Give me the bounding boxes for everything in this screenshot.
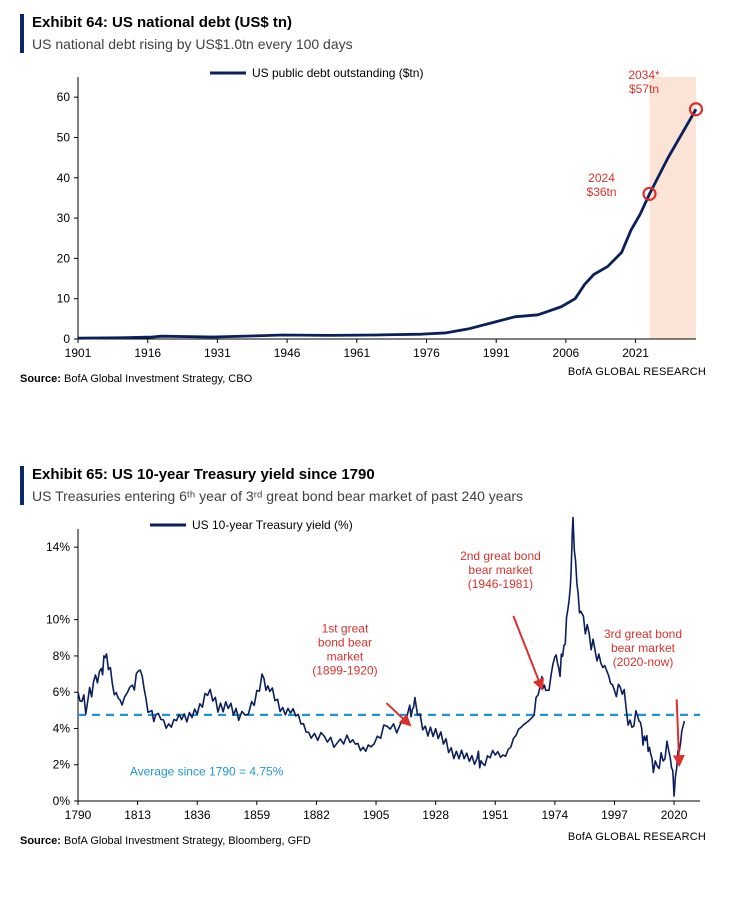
svg-text:1974: 1974 (542, 808, 569, 822)
svg-text:US public debt outstanding ($t: US public debt outstanding ($tn) (252, 66, 423, 80)
svg-text:US 10-year Treasury yield (%): US 10-year Treasury yield (%) (192, 518, 353, 532)
exhibit-65-chart: 0% 2% 4% 6% 8% 10% 14% 1790 1813 1836 1859 1882 1905… (20, 511, 714, 831)
svg-text:20: 20 (57, 251, 71, 265)
svg-text:bond bear: bond bear (318, 635, 372, 649)
svg-text:market: market (327, 649, 364, 663)
svg-text:60: 60 (57, 90, 71, 104)
svg-text:0: 0 (63, 332, 70, 346)
svg-text:1946: 1946 (274, 346, 301, 360)
svg-text:40: 40 (57, 171, 71, 185)
svg-text:1916: 1916 (134, 346, 161, 360)
svg-text:50: 50 (57, 130, 71, 144)
svg-text:10: 10 (57, 292, 71, 306)
svg-text:Average since 1790 = 4.75%: Average since 1790 = 4.75% (130, 765, 284, 779)
svg-text:(1899-1920): (1899-1920) (312, 663, 377, 677)
svg-text:6%: 6% (53, 685, 71, 699)
page: Exhibit 64: US national debt (US$ tn) US… (0, 0, 734, 910)
svg-text:1836: 1836 (184, 808, 211, 822)
exhibit-64-chart: 0 10 20 30 40 50 60 1901 1916 1931 1946 1961 1976 199… (20, 59, 714, 369)
svg-text:2006: 2006 (553, 346, 580, 360)
svg-text:1928: 1928 (422, 808, 449, 822)
svg-text:1859: 1859 (243, 808, 270, 822)
svg-text:(1946-1981): (1946-1981) (468, 577, 533, 591)
svg-text:$36tn: $36tn (587, 185, 617, 199)
exhibit-64: Exhibit 64: US national debt (US$ tn) US… (20, 14, 714, 385)
source-label-65: Source: (20, 835, 61, 847)
svg-text:1991: 1991 (483, 346, 510, 360)
svg-text:bear market: bear market (468, 563, 533, 577)
svg-text:1997: 1997 (601, 808, 628, 822)
exhibit-64-title: Exhibit 64: US national debt (US$ tn) (32, 14, 714, 33)
svg-text:1st great: 1st great (322, 621, 369, 635)
svg-text:2024: 2024 (588, 171, 615, 185)
svg-text:1976: 1976 (413, 346, 440, 360)
svg-text:10%: 10% (46, 613, 70, 627)
svg-text:1790: 1790 (65, 808, 92, 822)
exhibit-64-subtitle: US national debt rising by US$1.0tn ever… (32, 35, 714, 53)
exhibit-65-subtitle: US Treasuries entering 6ᵗʰ year of 3ʳᵈ g… (32, 487, 714, 505)
brand-65: BofA GLOBAL RESEARCH (568, 831, 706, 843)
svg-text:3rd great bond: 3rd great bond (604, 627, 682, 641)
svg-text:4%: 4% (53, 721, 71, 735)
svg-text:2021: 2021 (622, 346, 649, 360)
svg-text:0%: 0% (53, 794, 71, 808)
svg-text:2034*: 2034* (628, 68, 660, 82)
svg-text:1905: 1905 (363, 808, 390, 822)
svg-text:1901: 1901 (65, 346, 92, 360)
exhibit-64-titleblock: Exhibit 64: US national debt (US$ tn) US… (20, 14, 714, 53)
exhibit-65: Exhibit 65: US 10-year Treasury yield si… (20, 466, 714, 847)
svg-text:8%: 8% (53, 649, 71, 663)
svg-text:1951: 1951 (482, 808, 509, 822)
source-text-64: BofA Global Investment Strategy, CBO (64, 373, 252, 385)
exhibit-65-titleblock: Exhibit 65: US 10-year Treasury yield si… (20, 466, 714, 505)
source-label-64: Source: (20, 373, 61, 385)
svg-text:bear market: bear market (611, 641, 676, 655)
svg-text:$57tn: $57tn (629, 82, 659, 96)
svg-text:14%: 14% (46, 540, 70, 554)
svg-text:1813: 1813 (124, 808, 151, 822)
svg-text:30: 30 (57, 211, 71, 225)
exhibit-65-title: Exhibit 65: US 10-year Treasury yield si… (32, 466, 714, 485)
svg-text:(2020-now): (2020-now) (613, 655, 674, 669)
svg-text:2020: 2020 (661, 808, 688, 822)
svg-text:2nd great bond: 2nd great bond (460, 549, 541, 563)
brand-64: BofA GLOBAL RESEARCH (568, 366, 706, 378)
source-text-65: BofA Global Investment Strategy, Bloombe… (64, 835, 311, 847)
svg-text:1882: 1882 (303, 808, 330, 822)
svg-text:1931: 1931 (204, 346, 231, 360)
svg-text:1961: 1961 (343, 346, 370, 360)
svg-text:2%: 2% (53, 758, 71, 772)
